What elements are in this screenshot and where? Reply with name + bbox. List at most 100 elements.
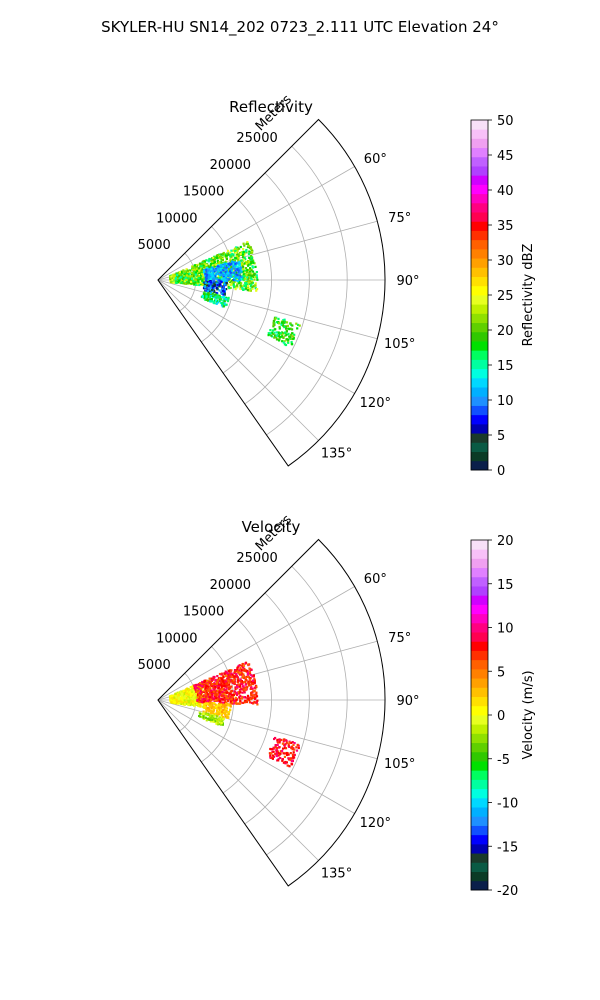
- echo-cell: [240, 251, 243, 254]
- echo-cell: [218, 285, 221, 288]
- echo-cell: [222, 715, 225, 719]
- echo-cell: [229, 708, 232, 711]
- echo-cell: [204, 696, 207, 699]
- echo-cell: [222, 279, 225, 282]
- echo-cell: [286, 753, 289, 757]
- echo-cell: [240, 688, 243, 691]
- echo-cell: [209, 689, 213, 692]
- echo-cell: [252, 694, 255, 697]
- echo-cell: [246, 686, 249, 689]
- colorbar-tick-label: -20: [497, 884, 518, 899]
- echo-cell: [221, 691, 224, 694]
- echo-cell: [212, 690, 215, 693]
- echo-cell: [199, 705, 202, 708]
- echo-cell: [280, 335, 283, 338]
- echo-cell: [220, 682, 223, 685]
- echo-cell: [191, 702, 195, 705]
- colorbar-tick-label: 0: [497, 709, 505, 724]
- echo-cell: [246, 673, 249, 676]
- echo-cell: [277, 759, 280, 762]
- echo-cell: [190, 697, 193, 700]
- echo-cell: [251, 285, 254, 288]
- echo-cell: [182, 693, 185, 696]
- echo-cell: [236, 668, 239, 671]
- echo-cell: [289, 337, 292, 340]
- echo-cell: [195, 267, 198, 270]
- echo-cell: [214, 706, 217, 709]
- echo-cell: [229, 280, 232, 284]
- echo-cell: [171, 274, 174, 277]
- echo-cell: [222, 684, 225, 687]
- echo-cell: [191, 697, 194, 700]
- echo-cell: [236, 666, 239, 669]
- echo-cell: [250, 686, 253, 689]
- echo-cell: [286, 324, 289, 327]
- echo-cell: [282, 324, 285, 327]
- echo-cell: [213, 294, 216, 297]
- echo-cell: [220, 720, 223, 723]
- echo-cell: [234, 251, 238, 254]
- echo-cell: [201, 262, 204, 265]
- colorbar-tick-label: -15: [497, 840, 518, 855]
- echo-cell: [220, 678, 223, 681]
- echo-cell: [174, 692, 177, 695]
- echo-cell: [223, 696, 226, 699]
- colorbar-tick-label: 20: [497, 324, 514, 339]
- echo-cell: [283, 755, 286, 758]
- echo-cell: [238, 696, 241, 699]
- echo-cell: [176, 280, 179, 283]
- echo-cell: [246, 289, 249, 292]
- echo-cell: [204, 280, 208, 283]
- echo-cell: [277, 757, 280, 760]
- echo-cell: [235, 261, 238, 264]
- echo-cell: [242, 675, 245, 678]
- echo-cell: [219, 699, 222, 703]
- echo-cell: [217, 275, 221, 278]
- echo-cell: [254, 282, 257, 285]
- echo-cell: [209, 295, 212, 298]
- echo-cell: [226, 713, 229, 716]
- echo-cell: [242, 248, 245, 251]
- azimuth-tick-label: 90°: [397, 274, 420, 289]
- echo-cell: [215, 272, 218, 276]
- echo-cell: [216, 689, 219, 692]
- echo-cell: [188, 272, 191, 275]
- echo-cell: [195, 696, 198, 699]
- colorbar-segment: [471, 120, 488, 130]
- echo-cell: [209, 701, 212, 704]
- echo-cell: [235, 686, 238, 689]
- echo-cell: [225, 688, 228, 691]
- echo-cell: [219, 676, 223, 679]
- echo-cell: [211, 286, 214, 289]
- echo-cell: [240, 680, 243, 683]
- echo-cell: [205, 719, 208, 722]
- colorbar-segment: [471, 705, 488, 716]
- echo-cell: [296, 743, 299, 746]
- echo-cell: [249, 668, 252, 672]
- echo-cell: [238, 263, 241, 266]
- echo-cell: [204, 704, 208, 707]
- echo-cell: [224, 680, 227, 683]
- colorbar-segment: [471, 788, 488, 799]
- azimuth-tick-label: 90°: [397, 694, 420, 709]
- echo-cell: [230, 685, 233, 688]
- echo-cell: [204, 281, 207, 284]
- echo-cell: [213, 682, 216, 686]
- echo-cell: [283, 340, 286, 343]
- echo-cell: [201, 695, 205, 698]
- echo-cell: [237, 683, 240, 686]
- echo-cell: [251, 696, 255, 700]
- echo-cell: [199, 689, 202, 692]
- echo-cell: [180, 694, 184, 697]
- colorbar-tick-label: -5: [497, 753, 510, 768]
- echo-cell: [278, 738, 281, 741]
- echo-cell: [243, 667, 246, 671]
- colorbar-segment: [471, 221, 488, 231]
- echo-cell: [171, 278, 174, 281]
- echo-cell: [250, 258, 253, 261]
- echo-cell: [201, 268, 204, 271]
- echo-cell: [212, 697, 216, 700]
- echo-cell: [207, 709, 210, 712]
- echo-cell: [212, 702, 216, 705]
- echo-cell: [209, 702, 212, 705]
